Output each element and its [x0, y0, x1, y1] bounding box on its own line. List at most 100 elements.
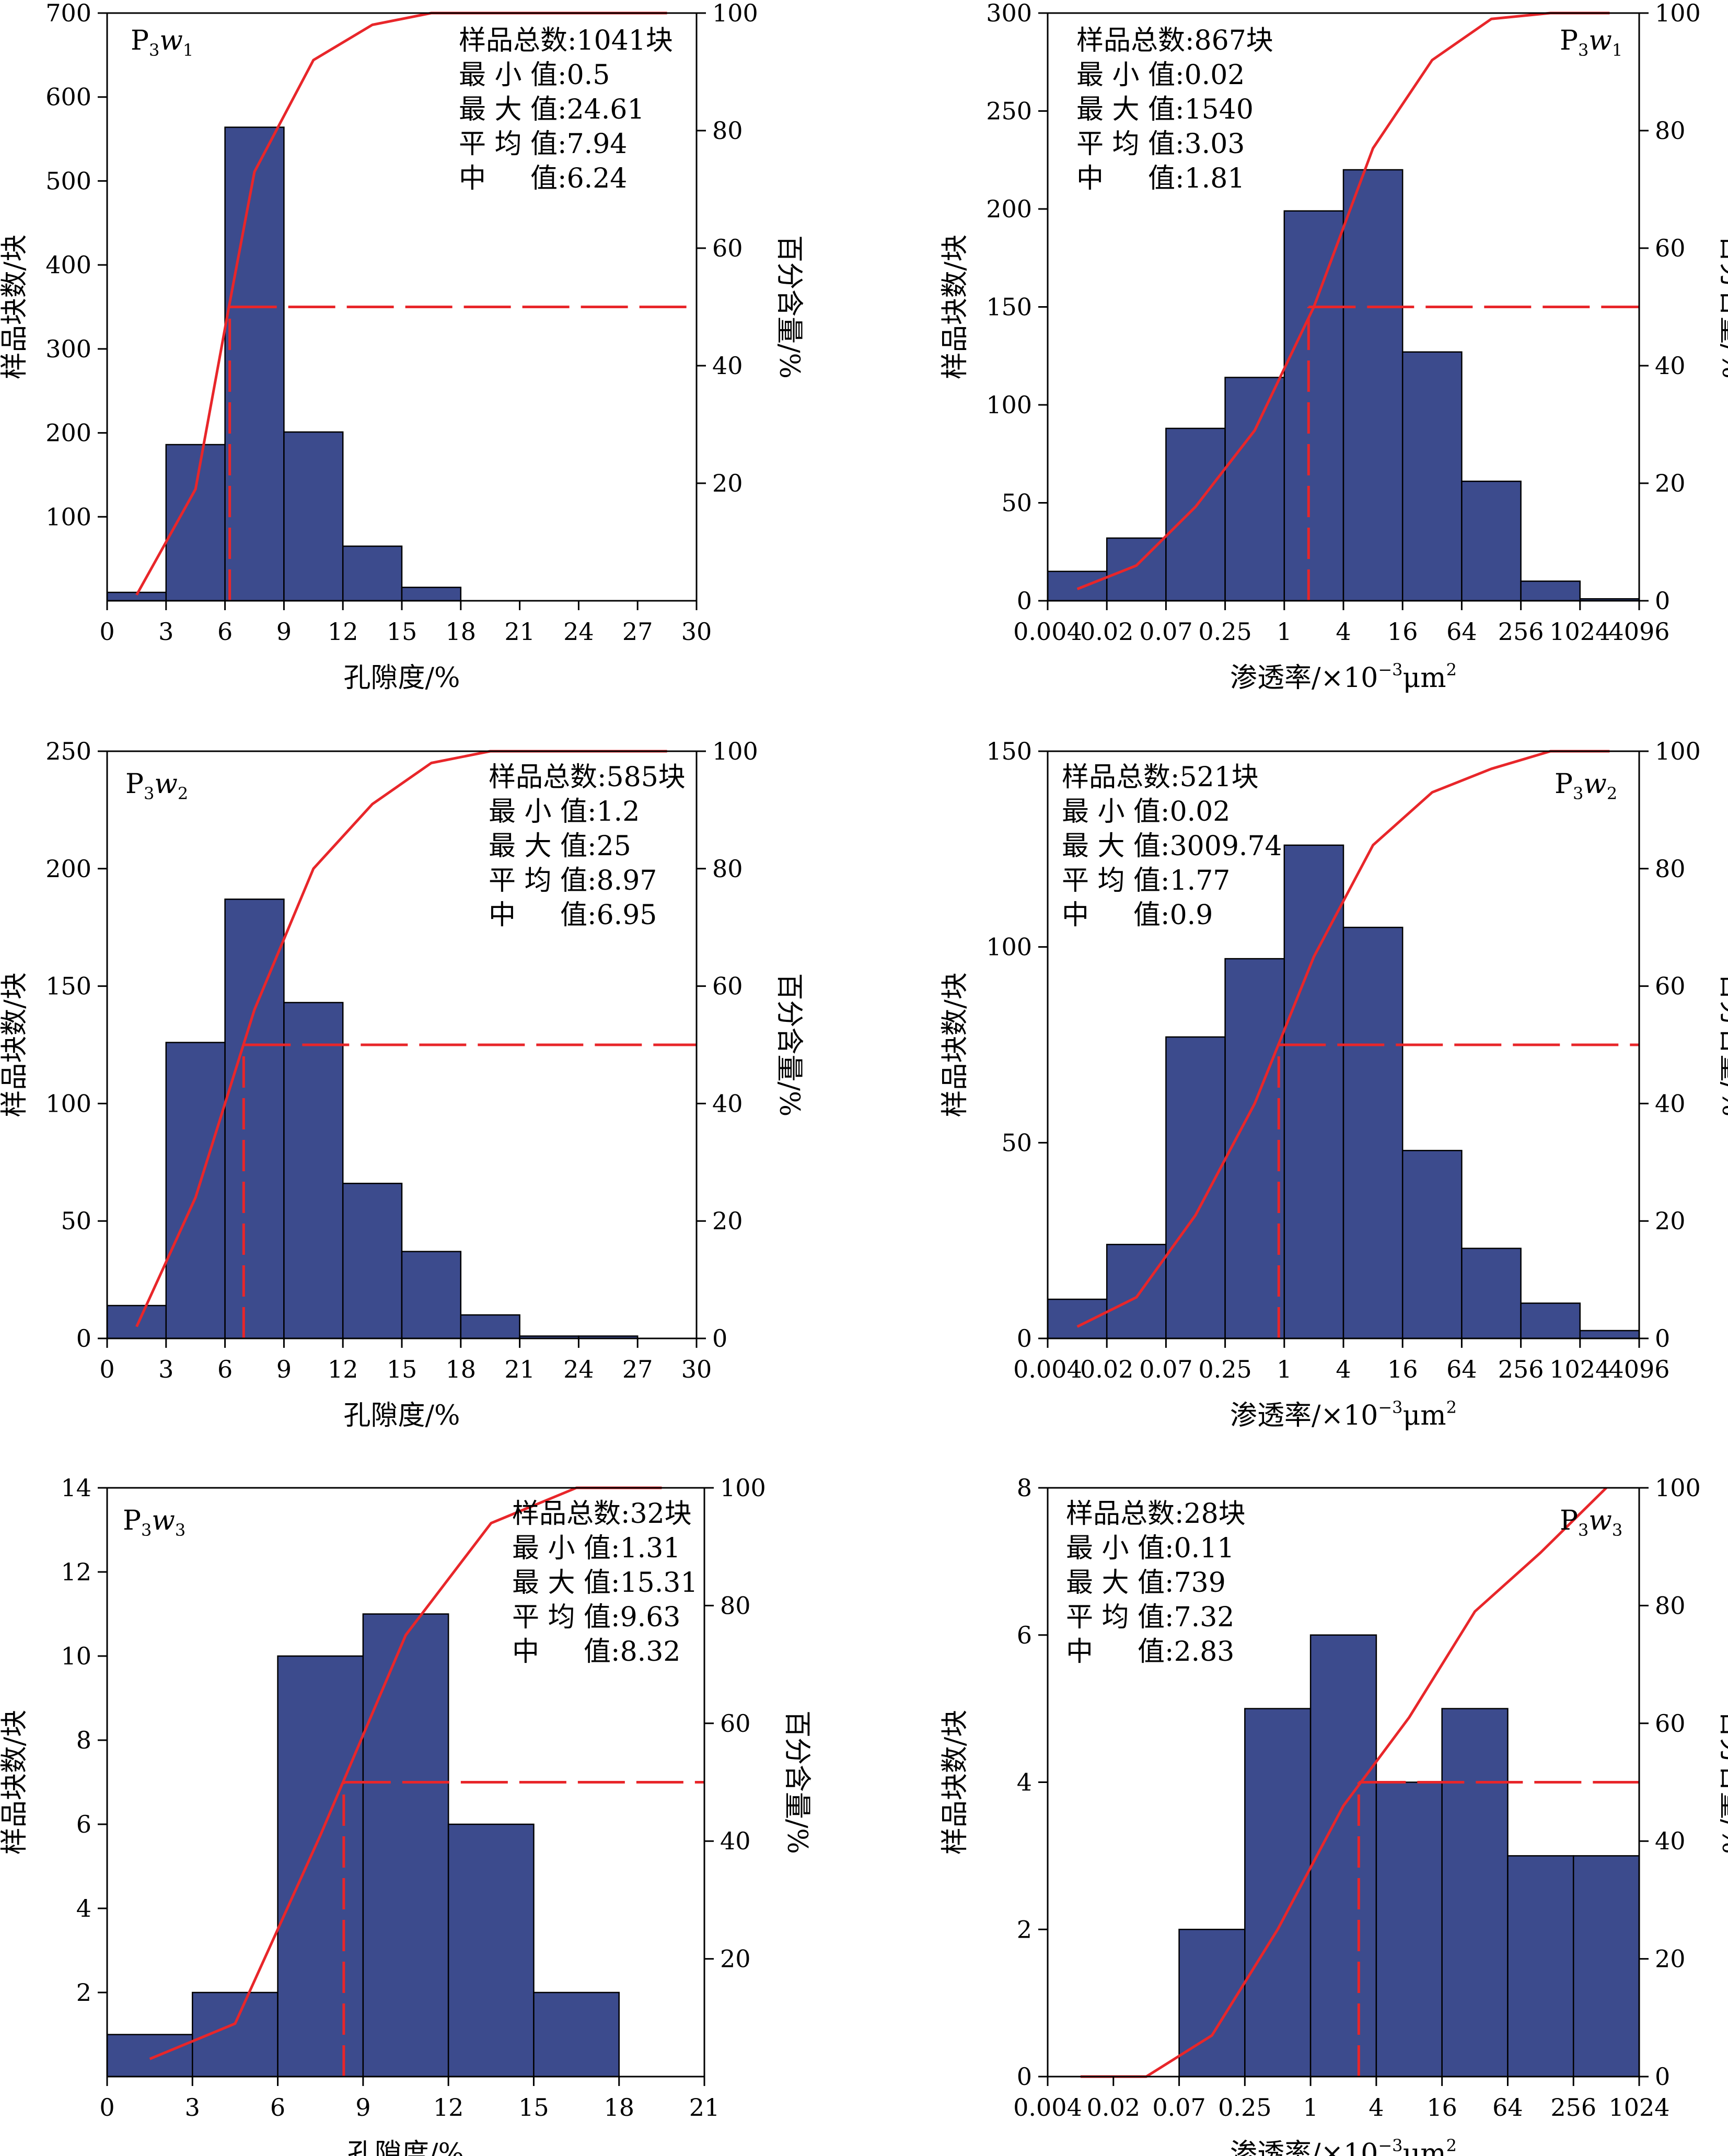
y2-tick-label: 20: [1655, 1207, 1686, 1235]
x-tick-label: 12: [328, 1355, 358, 1383]
y-tick-label: 0: [1017, 2062, 1032, 2091]
x-tick-label: 18: [446, 617, 477, 646]
layer-label: P3w1: [1560, 25, 1622, 60]
layer-label-sub: 3: [1612, 1520, 1622, 1540]
x-axis-label-unit: μm: [1402, 662, 1446, 694]
x-axis-label-exponent: −3: [1378, 1397, 1402, 1417]
y2-axis-label: 百分含量/%: [781, 1710, 813, 1854]
histogram-bar: [1579, 1330, 1640, 1339]
y-axis-label: 样品块数/块: [0, 1710, 30, 1855]
stats-line: 最 大 值:15.31: [512, 1567, 698, 1599]
x-tick-label: 0.004: [1013, 2093, 1082, 2122]
y-tick-label: 150: [45, 972, 91, 1000]
y2-axis-label: 百分含量/%: [1716, 1710, 1728, 1854]
y-tick-label: 0: [1017, 1324, 1032, 1353]
layer-label-main: P: [1560, 25, 1578, 56]
y-tick-label: 50: [61, 1207, 91, 1235]
y2-tick-label: 100: [1655, 737, 1701, 765]
stats-line: 最 大 值:24.61: [459, 94, 644, 125]
stats-line: 最 大 值:739: [1066, 1567, 1226, 1599]
histogram-bar: [401, 587, 462, 602]
x-tick-label: 0.004: [1013, 1355, 1082, 1383]
histogram-bar: [533, 1991, 620, 2078]
x-tick-label: 0.07: [1139, 1355, 1192, 1383]
histogram-bar: [277, 1655, 364, 2078]
histogram-bar: [106, 1304, 167, 1339]
layer-label-sub: 2: [178, 784, 188, 803]
y2-tick-label: 0: [1655, 2062, 1670, 2091]
y-axis-label: 样品块数/块: [0, 972, 30, 1117]
x-tick-label: 0.07: [1139, 617, 1192, 646]
layer-label-italic: w: [1583, 768, 1607, 800]
layer-label-main: P: [123, 1505, 141, 1536]
histogram-bar: [1047, 1298, 1108, 1339]
y2-tick-label: 100: [712, 0, 758, 27]
y-tick-label: 50: [1001, 489, 1032, 517]
histogram-bar: [1106, 1243, 1167, 1339]
y-tick-label: 300: [986, 0, 1032, 27]
x-tick-label: 256: [1550, 2093, 1596, 2122]
layer-label-main: P: [1555, 768, 1573, 800]
layer-label: P3w3: [123, 1505, 185, 1540]
histogram-bar: [106, 2034, 193, 2078]
x-tick-label: 1024: [1549, 617, 1610, 646]
histogram-bar: [1375, 1781, 1443, 2078]
x-tick-label: 1024: [1549, 1355, 1610, 1383]
layer-label: P3w2: [125, 768, 188, 803]
stats-line: 最 小 值:0.02: [1062, 796, 1230, 828]
histogram-bar: [165, 444, 226, 602]
y-tick-label: 100: [986, 391, 1032, 419]
chart-panel-5: 0 3 6 9 12 15 18 21246810121420406080100样品块数/块百…: [0, 1474, 813, 2156]
y2-tick-label: 0: [1655, 1324, 1670, 1353]
stats-line: 平 均 值:3.03: [1076, 129, 1245, 160]
y2-tick-label: 100: [720, 1474, 766, 1502]
layer-label-sub: 3: [144, 784, 154, 803]
x-tick-label: 1024: [1608, 2093, 1669, 2122]
y-tick-label: 100: [45, 503, 91, 531]
stats-line: 中 值:6.24: [459, 163, 627, 194]
stats-line: 中 值:6.95: [489, 900, 657, 931]
y2-tick-label: 40: [1655, 352, 1686, 380]
histogram-bar: [1441, 1708, 1509, 2078]
histogram-bar: [1283, 844, 1344, 1339]
y-axis-label: 样品块数/块: [940, 1710, 971, 1855]
x-tick-label: 1: [1277, 617, 1292, 646]
chart-panel-1: 0 3 6 9 12 15 18 21 24 27 30 100 200 300 400 500 600 700 2…: [0, 0, 805, 694]
layer-label-sub: 3: [1573, 784, 1583, 803]
x-tick-label: 18: [446, 1355, 477, 1383]
y-tick-label: 0: [1017, 587, 1032, 615]
layer-label-italic: w: [152, 1505, 175, 1536]
histogram-bar: [1461, 481, 1522, 602]
x-tick-label: 3: [158, 1355, 173, 1383]
stats-line: 最 小 值:1.2: [489, 796, 640, 828]
stats-line: 最 大 值:25: [489, 831, 631, 862]
x-tick-label: 0.004: [1013, 617, 1082, 646]
histogram-bar: [1342, 169, 1404, 602]
y-tick-label: 4: [76, 1894, 91, 1922]
x-tick-label: 9: [355, 2093, 370, 2122]
histogram-bar: [1106, 537, 1167, 602]
y-tick-label: 100: [986, 933, 1032, 961]
layer-label-sub: 1: [1612, 40, 1622, 60]
histogram-bar: [460, 1314, 520, 1339]
histogram-bar: [1224, 377, 1285, 602]
x-tick-label: 15: [518, 2093, 549, 2122]
x-tick-label: 0: [99, 617, 114, 646]
x-tick-label: 12: [328, 617, 358, 646]
stats-line: 中 值:2.83: [1066, 1636, 1234, 1668]
layer-label: P3w3: [1560, 1505, 1622, 1540]
y-tick-label: 0: [76, 1324, 91, 1353]
histogram-bar: [1165, 1036, 1226, 1339]
layer-label-sub: 1: [183, 40, 193, 60]
x-tick-label: 6: [217, 1355, 233, 1383]
y-tick-label: 14: [61, 1474, 91, 1502]
y2-tick-label: 80: [720, 1591, 751, 1619]
y2-tick-label: 20: [720, 1945, 751, 1973]
histogram-bar: [1283, 210, 1344, 602]
stats-line: 中 值:0.9: [1062, 900, 1213, 931]
x-tick-label: 16: [1427, 2093, 1457, 2122]
x-tick-label: 3: [185, 2093, 200, 2122]
x-tick-label: 4096: [1608, 1355, 1669, 1383]
y2-tick-label: 60: [1655, 234, 1686, 262]
y-tick-label: 250: [45, 737, 91, 765]
